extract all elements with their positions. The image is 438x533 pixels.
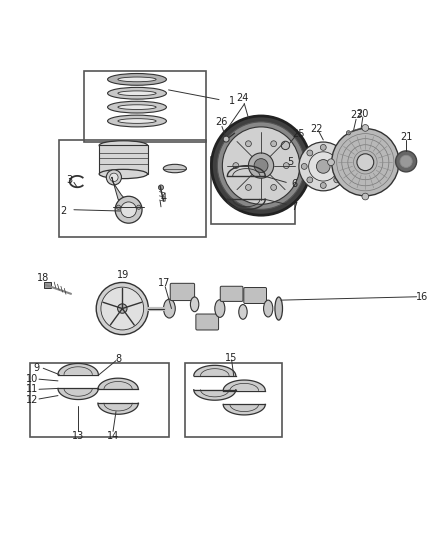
- Text: 18: 18: [37, 273, 49, 283]
- Text: 23: 23: [351, 110, 363, 120]
- Text: 3: 3: [67, 175, 73, 185]
- Circle shape: [307, 150, 313, 156]
- Text: 12: 12: [26, 395, 38, 405]
- Circle shape: [362, 193, 369, 200]
- Circle shape: [117, 304, 127, 313]
- Circle shape: [357, 154, 374, 171]
- Bar: [185, 363, 282, 437]
- Circle shape: [320, 144, 326, 150]
- Text: 25: 25: [292, 128, 304, 139]
- Ellipse shape: [275, 297, 283, 320]
- Ellipse shape: [163, 299, 175, 318]
- Bar: [59, 140, 206, 237]
- Ellipse shape: [118, 119, 156, 123]
- Text: 11: 11: [26, 384, 38, 394]
- Ellipse shape: [118, 105, 156, 109]
- Circle shape: [346, 131, 350, 135]
- Circle shape: [320, 182, 326, 188]
- Circle shape: [115, 196, 142, 223]
- Circle shape: [334, 150, 340, 156]
- Text: 19: 19: [117, 270, 129, 280]
- Text: 24: 24: [236, 93, 248, 103]
- Circle shape: [248, 153, 274, 178]
- Circle shape: [223, 136, 229, 142]
- Circle shape: [159, 185, 163, 190]
- Text: 20: 20: [357, 109, 369, 119]
- Circle shape: [121, 202, 136, 217]
- Ellipse shape: [108, 101, 166, 113]
- Circle shape: [316, 159, 330, 173]
- Circle shape: [245, 141, 251, 147]
- Circle shape: [334, 177, 340, 183]
- Circle shape: [271, 141, 277, 147]
- Text: 26: 26: [215, 117, 227, 127]
- Text: 10: 10: [26, 374, 38, 384]
- Ellipse shape: [163, 164, 187, 173]
- Text: 9: 9: [34, 364, 40, 373]
- Text: 5: 5: [287, 157, 293, 167]
- Bar: [99, 146, 148, 174]
- Text: 17: 17: [158, 278, 170, 288]
- Circle shape: [254, 159, 268, 173]
- Ellipse shape: [191, 297, 199, 312]
- Text: 2: 2: [60, 206, 67, 215]
- Circle shape: [328, 159, 334, 166]
- FancyBboxPatch shape: [220, 286, 243, 301]
- Circle shape: [339, 164, 345, 169]
- Text: 16: 16: [416, 292, 428, 302]
- Text: 13: 13: [72, 431, 84, 441]
- FancyBboxPatch shape: [196, 314, 219, 330]
- Text: 8: 8: [115, 354, 121, 364]
- Ellipse shape: [239, 304, 247, 319]
- Circle shape: [106, 170, 121, 185]
- Circle shape: [217, 122, 305, 209]
- Bar: [85, 71, 206, 142]
- Circle shape: [271, 184, 277, 190]
- Ellipse shape: [118, 77, 156, 82]
- Ellipse shape: [108, 74, 166, 85]
- Bar: [30, 363, 169, 437]
- Polygon shape: [112, 177, 127, 206]
- Circle shape: [332, 128, 399, 196]
- Ellipse shape: [215, 300, 225, 317]
- Text: 4: 4: [160, 193, 166, 204]
- Bar: [211, 157, 295, 224]
- Ellipse shape: [99, 141, 148, 150]
- Circle shape: [396, 151, 417, 172]
- Circle shape: [309, 152, 338, 181]
- Bar: [44, 282, 51, 287]
- Circle shape: [233, 163, 239, 168]
- Circle shape: [96, 282, 148, 335]
- Circle shape: [101, 287, 144, 330]
- Circle shape: [137, 205, 141, 209]
- FancyBboxPatch shape: [244, 287, 266, 303]
- Circle shape: [362, 125, 369, 131]
- Ellipse shape: [108, 87, 166, 99]
- Ellipse shape: [264, 300, 273, 317]
- Text: 7: 7: [292, 202, 298, 212]
- Circle shape: [117, 205, 120, 209]
- Text: 6: 6: [292, 179, 298, 189]
- Text: 14: 14: [107, 431, 119, 441]
- Text: 22: 22: [311, 124, 323, 134]
- Circle shape: [223, 127, 300, 204]
- Circle shape: [400, 155, 412, 167]
- Text: 15: 15: [226, 353, 238, 363]
- Circle shape: [301, 164, 307, 169]
- Circle shape: [396, 159, 403, 166]
- FancyBboxPatch shape: [170, 284, 194, 301]
- Circle shape: [307, 177, 313, 183]
- Text: 21: 21: [400, 132, 412, 142]
- Circle shape: [281, 141, 290, 150]
- Ellipse shape: [99, 169, 148, 179]
- Circle shape: [245, 184, 251, 190]
- Ellipse shape: [118, 91, 156, 95]
- Text: 1: 1: [229, 96, 235, 106]
- Ellipse shape: [108, 115, 166, 127]
- Circle shape: [283, 163, 289, 168]
- Circle shape: [110, 173, 118, 182]
- Circle shape: [299, 142, 348, 191]
- Circle shape: [212, 116, 311, 215]
